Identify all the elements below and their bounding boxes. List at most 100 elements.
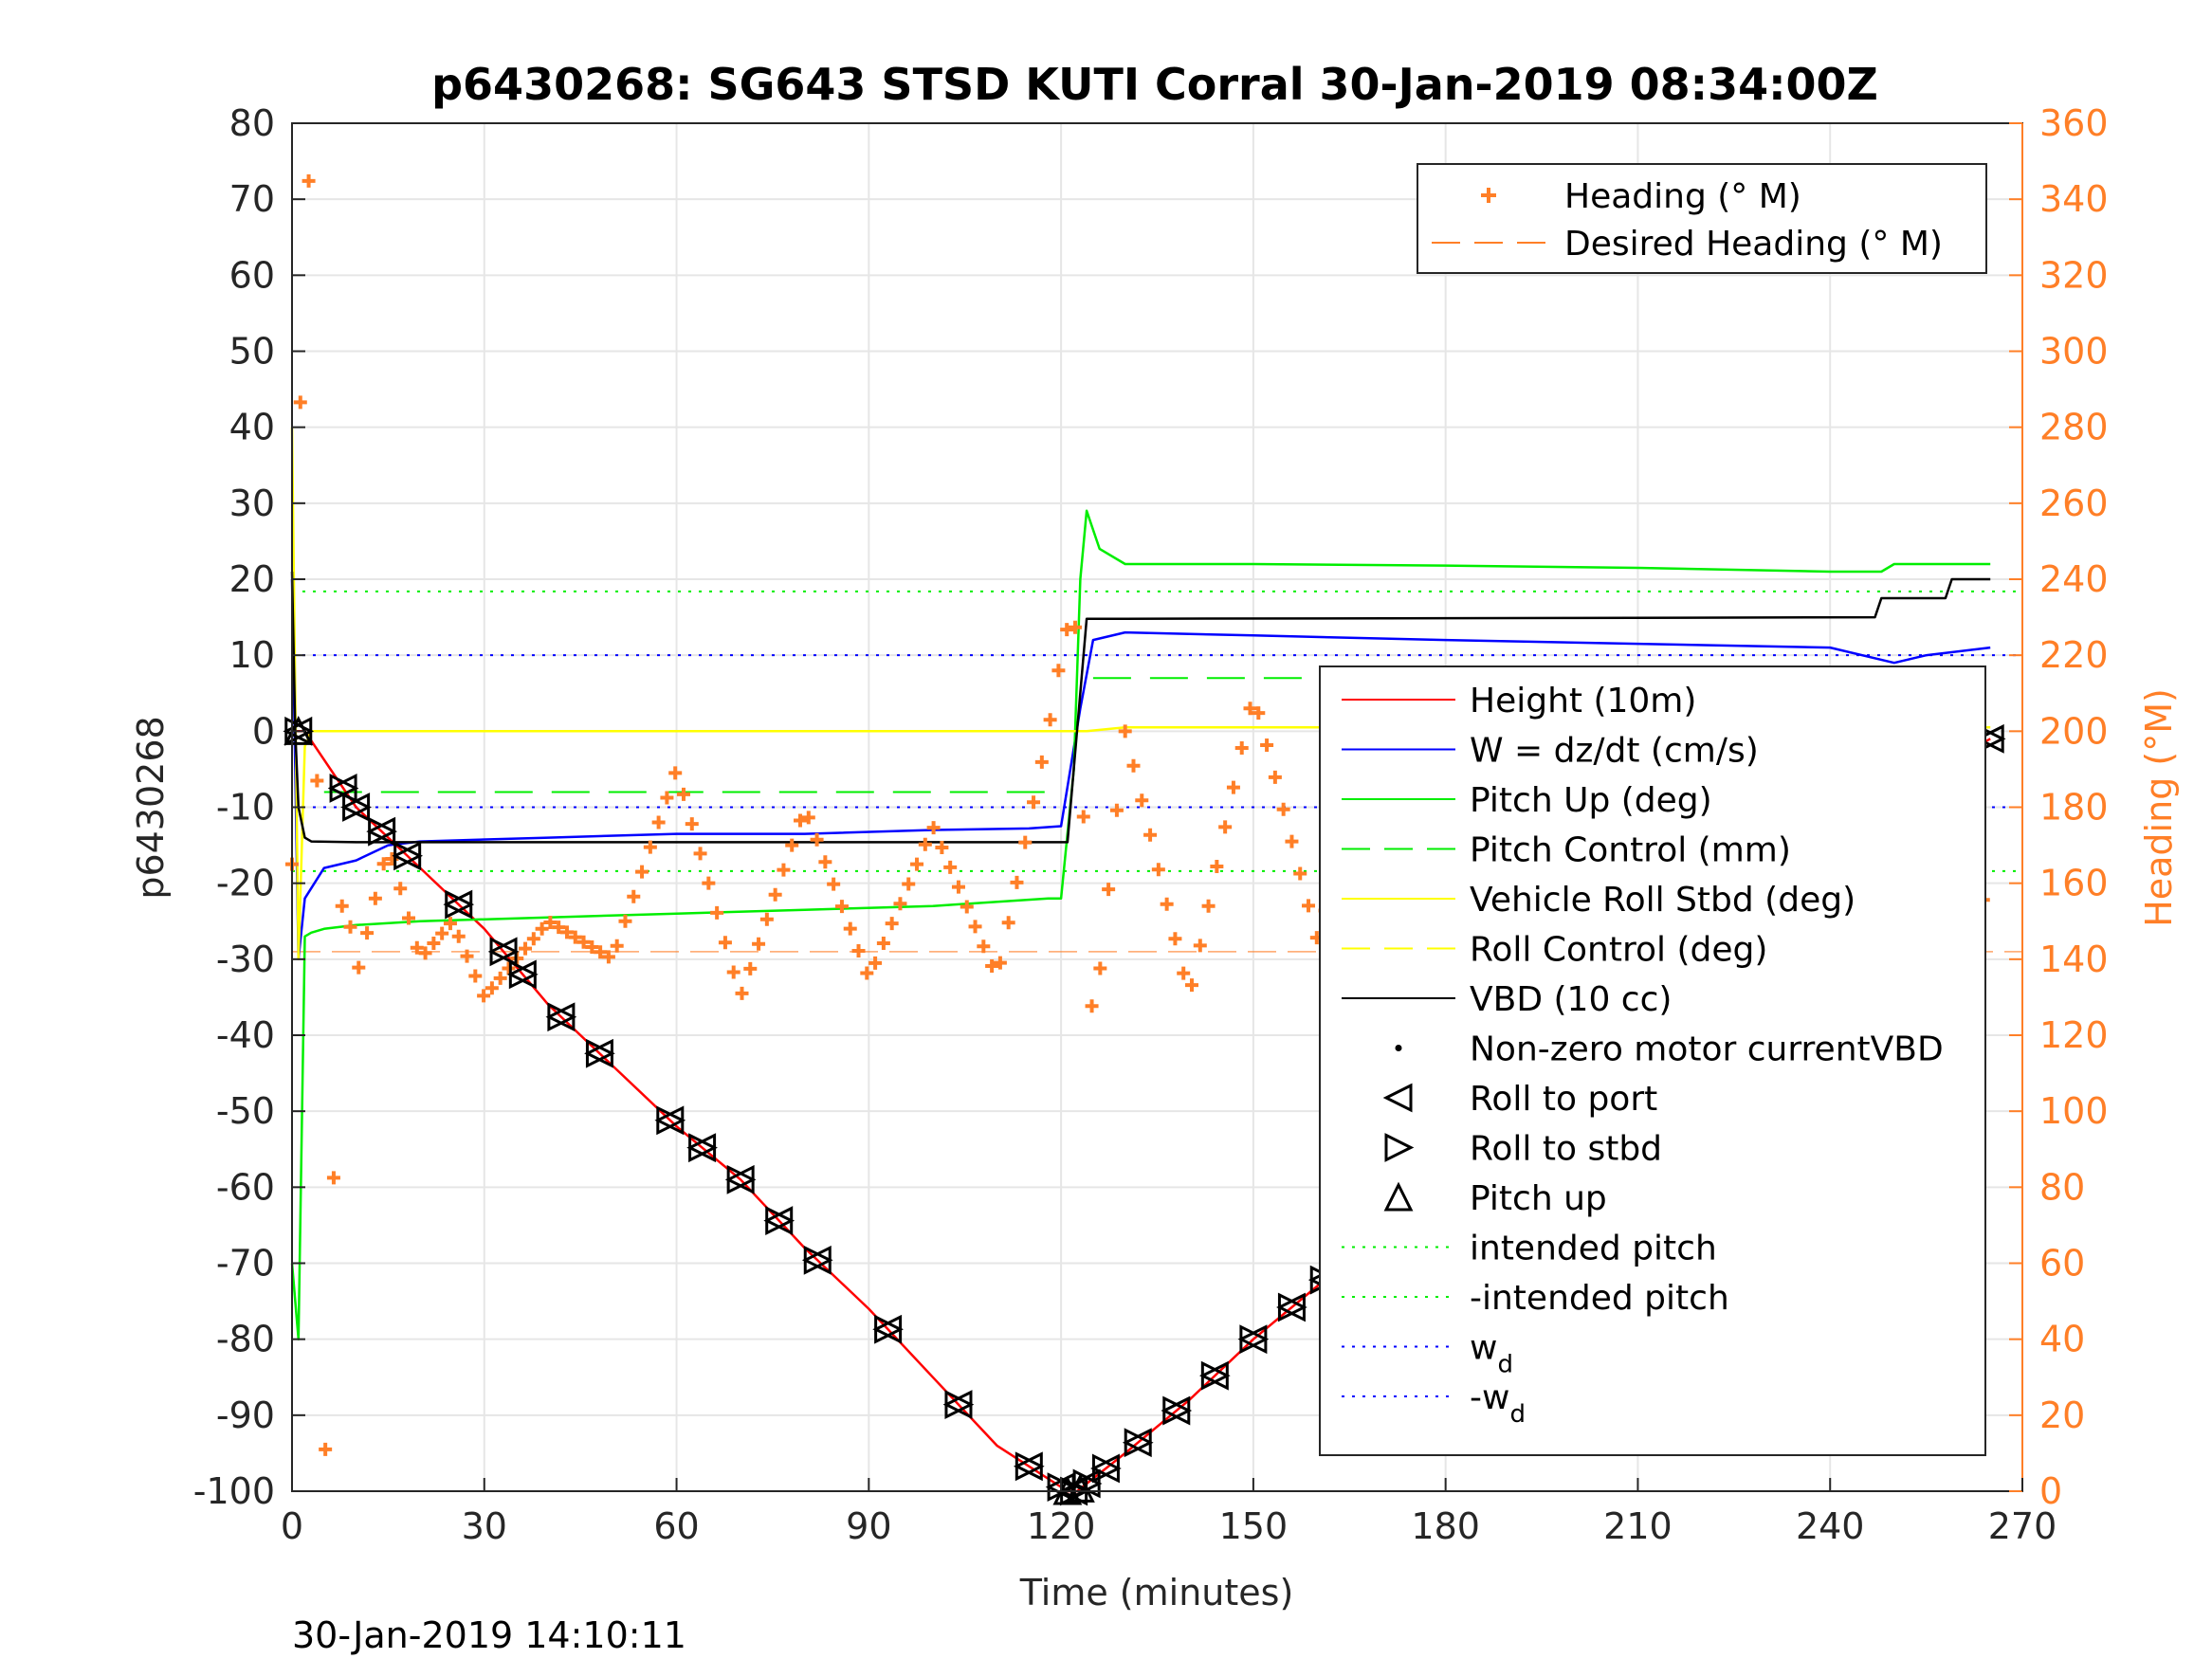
heading-marker bbox=[1109, 803, 1124, 817]
legend-heading: Heading (° M) Desired Heading (° M) bbox=[1417, 163, 1987, 274]
y-right-tick-label: 180 bbox=[2039, 787, 2109, 829]
y-tick-label: 70 bbox=[229, 178, 275, 220]
roll-stbd-marker bbox=[368, 816, 397, 847]
heading-marker bbox=[1001, 916, 1015, 930]
heading-marker bbox=[376, 857, 391, 871]
heading-marker bbox=[977, 939, 991, 954]
roll-stbd-marker bbox=[1162, 1395, 1193, 1426]
legend-subscript: d bbox=[1509, 1400, 1526, 1429]
heading-marker bbox=[343, 920, 357, 934]
heading-marker bbox=[685, 817, 699, 831]
roll-stbd-marker bbox=[585, 1038, 615, 1068]
heading-marker bbox=[643, 840, 657, 854]
legend-main-label: W = dz/dt (cm/s) bbox=[1470, 732, 1759, 771]
heading-marker bbox=[785, 838, 799, 852]
roll-stbd-marker bbox=[803, 1245, 833, 1275]
heading-marker bbox=[1193, 939, 1207, 953]
heading-marker bbox=[402, 911, 416, 925]
legend-main-label: intended pitch bbox=[1470, 1230, 1717, 1268]
heading-marker bbox=[926, 821, 941, 835]
heading-marker bbox=[1268, 770, 1282, 784]
y-right-tick-label: 260 bbox=[2039, 483, 2109, 524]
heading-marker bbox=[368, 891, 382, 905]
heading-marker bbox=[559, 925, 574, 939]
heading-marker bbox=[985, 959, 999, 974]
y-tick-label: 50 bbox=[229, 331, 275, 373]
x-tick-label: 90 bbox=[846, 1505, 891, 1547]
x-tick-label: 150 bbox=[1219, 1505, 1289, 1547]
y-right-tick-label: 120 bbox=[2039, 1014, 2109, 1056]
y-tick-label: -90 bbox=[216, 1395, 275, 1436]
heading-marker bbox=[893, 897, 907, 911]
y-right-tick-label: 300 bbox=[2039, 331, 2109, 373]
x-tick-label: 270 bbox=[1988, 1505, 2057, 1547]
heading-marker bbox=[993, 956, 1007, 970]
heading-marker bbox=[1043, 713, 1057, 727]
heading-marker bbox=[1102, 883, 1116, 897]
heading-marker bbox=[477, 989, 491, 1003]
heading-marker bbox=[810, 832, 824, 847]
y-tick-label: -50 bbox=[216, 1090, 275, 1132]
heading-marker bbox=[910, 857, 924, 871]
legend-swatch bbox=[1382, 1083, 1413, 1113]
heading-marker bbox=[851, 944, 866, 958]
y-tick-label: -20 bbox=[216, 863, 275, 904]
roll-stbd-marker bbox=[393, 841, 424, 871]
y-axis-right-label: Heading (°M) bbox=[2138, 688, 2180, 927]
heading-marker bbox=[1226, 780, 1240, 794]
roll-stbd-marker bbox=[284, 716, 315, 746]
y-right-tick-label: 80 bbox=[2039, 1166, 2085, 1208]
heading-marker bbox=[1160, 897, 1174, 911]
heading-marker bbox=[968, 920, 982, 934]
heading-marker bbox=[935, 840, 949, 854]
heading-marker bbox=[484, 981, 499, 995]
roll-stbd-marker bbox=[547, 1002, 577, 1032]
heading-marker bbox=[552, 921, 566, 935]
heading-marker bbox=[335, 899, 349, 913]
legend-swatch bbox=[1395, 1045, 1402, 1051]
heading-marker bbox=[468, 969, 483, 983]
roll-stbd-marker bbox=[1277, 1292, 1307, 1322]
x-axis-ticks: 0 30 60 90 120 150 180 210 240 270 bbox=[281, 1478, 2057, 1547]
y-axis-label: p6430268 bbox=[130, 716, 172, 899]
heading-marker bbox=[519, 941, 533, 956]
heading-marker bbox=[568, 930, 582, 944]
heading-marker bbox=[1168, 932, 1182, 946]
heading-marker bbox=[460, 949, 474, 963]
legend-main-label: Non-zero motor currentVBD bbox=[1470, 1030, 1944, 1069]
heading-marker bbox=[594, 945, 608, 959]
y-right-tick-label: 220 bbox=[2039, 634, 2109, 676]
y-right-tick-label: 280 bbox=[2039, 407, 2109, 448]
legend-main-label: Roll to port bbox=[1470, 1080, 1657, 1119]
heading-marker bbox=[768, 887, 782, 902]
heading-marker bbox=[360, 926, 375, 940]
heading-marker bbox=[1076, 810, 1090, 824]
heading-marker bbox=[635, 865, 649, 879]
heading-marker bbox=[777, 863, 791, 877]
legend-subscript: d bbox=[1497, 1351, 1513, 1379]
y-tick-label: 0 bbox=[252, 710, 275, 752]
y-right-tick-label: 240 bbox=[2039, 558, 2109, 600]
heading-marker bbox=[660, 791, 674, 805]
heading-marker bbox=[960, 900, 974, 914]
heading-marker bbox=[676, 787, 690, 801]
heading-marker bbox=[493, 971, 507, 985]
heading-marker bbox=[1143, 828, 1158, 842]
heading-marker bbox=[651, 815, 666, 830]
heading-marker bbox=[827, 877, 841, 891]
legend-swatch bbox=[1481, 188, 1496, 203]
roll-stbd-marker bbox=[1239, 1324, 1270, 1355]
legend-main-label: Pitch Control (mm) bbox=[1470, 831, 1791, 870]
heading-marker bbox=[1093, 961, 1107, 975]
legend-swatch bbox=[1384, 1133, 1415, 1162]
y-tick-label: -10 bbox=[216, 787, 275, 829]
legend-main-label: Pitch Up (deg) bbox=[1470, 781, 1712, 820]
y-tick-label: -70 bbox=[216, 1243, 275, 1285]
legend-swatch bbox=[1383, 1181, 1414, 1212]
heading-marker bbox=[618, 914, 632, 928]
heading-marker bbox=[843, 921, 857, 936]
roll-stbd-marker bbox=[944, 1390, 975, 1420]
heading-marker bbox=[1293, 866, 1307, 881]
heading-marker bbox=[876, 936, 890, 950]
